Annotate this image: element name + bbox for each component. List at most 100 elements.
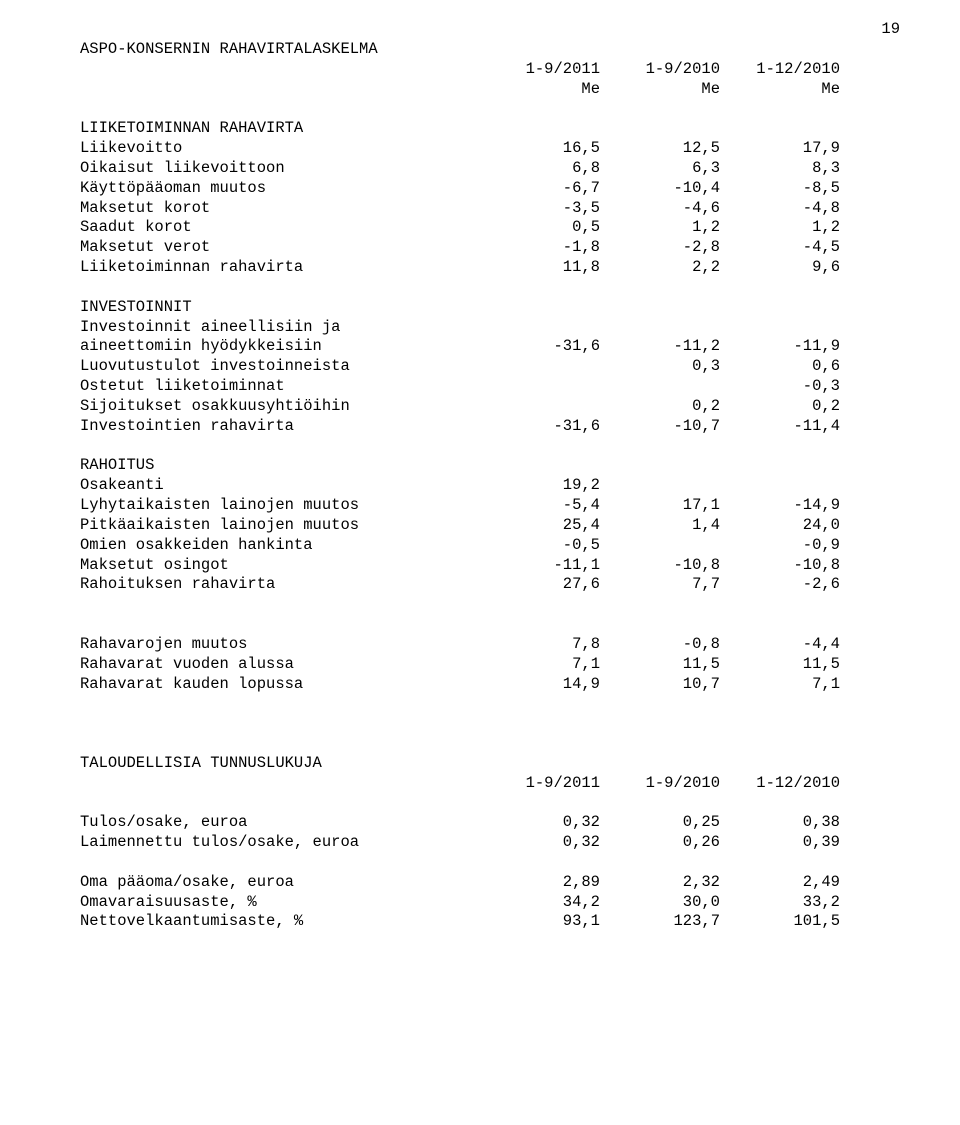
cell-value: -4,4 xyxy=(720,635,840,655)
spacer xyxy=(80,853,880,873)
cell-value: -0,8 xyxy=(600,635,720,655)
col-header: 1-9/2010 xyxy=(600,774,720,794)
page: 19 ASPO-KONSERNIN RAHAVIRTALASKELMA 1-9/… xyxy=(0,0,960,1125)
cell-value: -11,4 xyxy=(720,417,840,437)
cell-value: 7,7 xyxy=(600,575,720,595)
cell-value: -4,6 xyxy=(600,199,720,219)
cell-value: -0,3 xyxy=(720,377,840,397)
cell-value: 2,49 xyxy=(720,873,840,893)
cell-value: 0,39 xyxy=(720,833,840,853)
cell-value: 2,89 xyxy=(480,873,600,893)
row-label: Sijoitukset osakkuusyhtiöihin xyxy=(80,397,480,417)
row-label: Nettovelkaantumisaste, % xyxy=(80,912,480,932)
spacer xyxy=(80,694,880,714)
cell-value: 34,2 xyxy=(480,893,600,913)
cell-value: 0,25 xyxy=(600,813,720,833)
row-label: Luovutustulot investoinneista xyxy=(80,357,480,377)
table-row: Nettovelkaantumisaste, %93,1123,7101,5 xyxy=(80,912,880,932)
table-row: Sijoitukset osakkuusyhtiöihin 0,20,2 xyxy=(80,397,880,417)
table-row: Rahavarat kauden lopussa14,910,77,1 xyxy=(80,675,880,695)
cell-value: 0,2 xyxy=(600,397,720,417)
cell-value: 0,38 xyxy=(720,813,840,833)
spacer xyxy=(80,437,880,457)
cell-value: 2,2 xyxy=(600,258,720,278)
cell-value: -4,8 xyxy=(720,199,840,219)
row-label: Käyttöpääoman muutos xyxy=(80,179,480,199)
cell-value: -2,8 xyxy=(600,238,720,258)
table-row: Liiketoiminnan rahavirta11,82,29,6 xyxy=(80,258,880,278)
section-heading-invest: INVESTOINNIT xyxy=(80,298,880,318)
table-row: Omien osakkeiden hankinta-0,5-0,9 xyxy=(80,536,880,556)
cell-value xyxy=(600,536,720,556)
cell-value: 17,1 xyxy=(600,496,720,516)
cell-value: 11,5 xyxy=(600,655,720,675)
table-row: Liikevoitto16,512,517,9 xyxy=(80,139,880,159)
cell-value: 1,4 xyxy=(600,516,720,536)
cell-value: -31,6 xyxy=(480,417,600,437)
doc-title-2: TALOUDELLISIA TUNNUSLUKUJA xyxy=(80,754,880,774)
cell-value: -3,5 xyxy=(480,199,600,219)
cell-value: 7,1 xyxy=(480,655,600,675)
cell-value: 8,3 xyxy=(720,159,840,179)
cell-value: 19,2 xyxy=(480,476,600,496)
period-header-2: 1-9/2011 1-9/2010 1-12/2010 xyxy=(80,774,880,794)
spacer xyxy=(80,99,880,119)
cell-value: 0,3 xyxy=(600,357,720,377)
section-heading-finance: RAHOITUS xyxy=(80,456,880,476)
row-label: Osakeanti xyxy=(80,476,480,496)
cell-value: -10,8 xyxy=(600,556,720,576)
cell-value: 6,8 xyxy=(480,159,600,179)
spacer xyxy=(80,714,880,734)
blank-label xyxy=(80,60,480,80)
col-header: 1-12/2010 xyxy=(720,774,840,794)
row-label: Tulos/osake, euroa xyxy=(80,813,480,833)
table-row: Rahavarat vuoden alussa7,111,511,5 xyxy=(80,655,880,675)
cell-value: 7,1 xyxy=(720,675,840,695)
unit-header: Me Me Me xyxy=(80,80,880,100)
cell-value: 123,7 xyxy=(600,912,720,932)
table-row: Maksetut osingot-11,1-10,8-10,8 xyxy=(80,556,880,576)
cell-value: 33,2 xyxy=(720,893,840,913)
table-row: Maksetut korot-3,5-4,6-4,8 xyxy=(80,199,880,219)
col-header: Me xyxy=(480,80,600,100)
table-row: Osakeanti19,2 xyxy=(80,476,880,496)
cell-value: 6,3 xyxy=(600,159,720,179)
row-label: Rahoituksen rahavirta xyxy=(80,575,480,595)
row-label: Investointien rahavirta xyxy=(80,417,480,437)
period-header: 1-9/2011 1-9/2010 1-12/2010 xyxy=(80,60,880,80)
invest-multiline-label: Investoinnit aineellisiin ja xyxy=(80,318,880,338)
cell-value: -2,6 xyxy=(720,575,840,595)
cell-value: 24,0 xyxy=(720,516,840,536)
cell-value xyxy=(600,377,720,397)
table-row: Saadut korot0,51,21,2 xyxy=(80,218,880,238)
cell-value xyxy=(480,357,600,377)
row-label: Rahavarojen muutos xyxy=(80,635,480,655)
spacer xyxy=(80,793,880,813)
table-row: Maksetut verot-1,8-2,8-4,5 xyxy=(80,238,880,258)
cell-value: 11,5 xyxy=(720,655,840,675)
cell-value: 0,2 xyxy=(720,397,840,417)
row-label: Ostetut liiketoiminnat xyxy=(80,377,480,397)
col-header: 1-12/2010 xyxy=(720,60,840,80)
table-row: Luovutustulot investoinneista 0,30,6 xyxy=(80,357,880,377)
title-text: TALOUDELLISIA TUNNUSLUKUJA xyxy=(80,754,480,774)
table-row: Rahoituksen rahavirta27,67,7-2,6 xyxy=(80,575,880,595)
table-row: Käyttöpääoman muutos-6,7-10,4-8,5 xyxy=(80,179,880,199)
table-row: Tulos/osake, euroa0,320,250,38 xyxy=(80,813,880,833)
cell-value: -10,8 xyxy=(720,556,840,576)
row-label: Maksetut verot xyxy=(80,238,480,258)
row-label: Liiketoiminnan rahavirta xyxy=(80,258,480,278)
cell-value: 0,6 xyxy=(720,357,840,377)
cell-value: 30,0 xyxy=(600,893,720,913)
cell-value: 0,5 xyxy=(480,218,600,238)
cell-value: -0,5 xyxy=(480,536,600,556)
row-label: Liikevoitto xyxy=(80,139,480,159)
row-label: Omien osakkeiden hankinta xyxy=(80,536,480,556)
table-row: Investointien rahavirta-31,6-10,7-11,4 xyxy=(80,417,880,437)
cell-value: -4,5 xyxy=(720,238,840,258)
row-label: aineettomiin hyödykkeisiin xyxy=(80,337,480,357)
cell-value: 14,9 xyxy=(480,675,600,695)
blank-label xyxy=(80,80,480,100)
row-label: Pitkäaikaisten lainojen muutos xyxy=(80,516,480,536)
spacer xyxy=(80,734,880,754)
